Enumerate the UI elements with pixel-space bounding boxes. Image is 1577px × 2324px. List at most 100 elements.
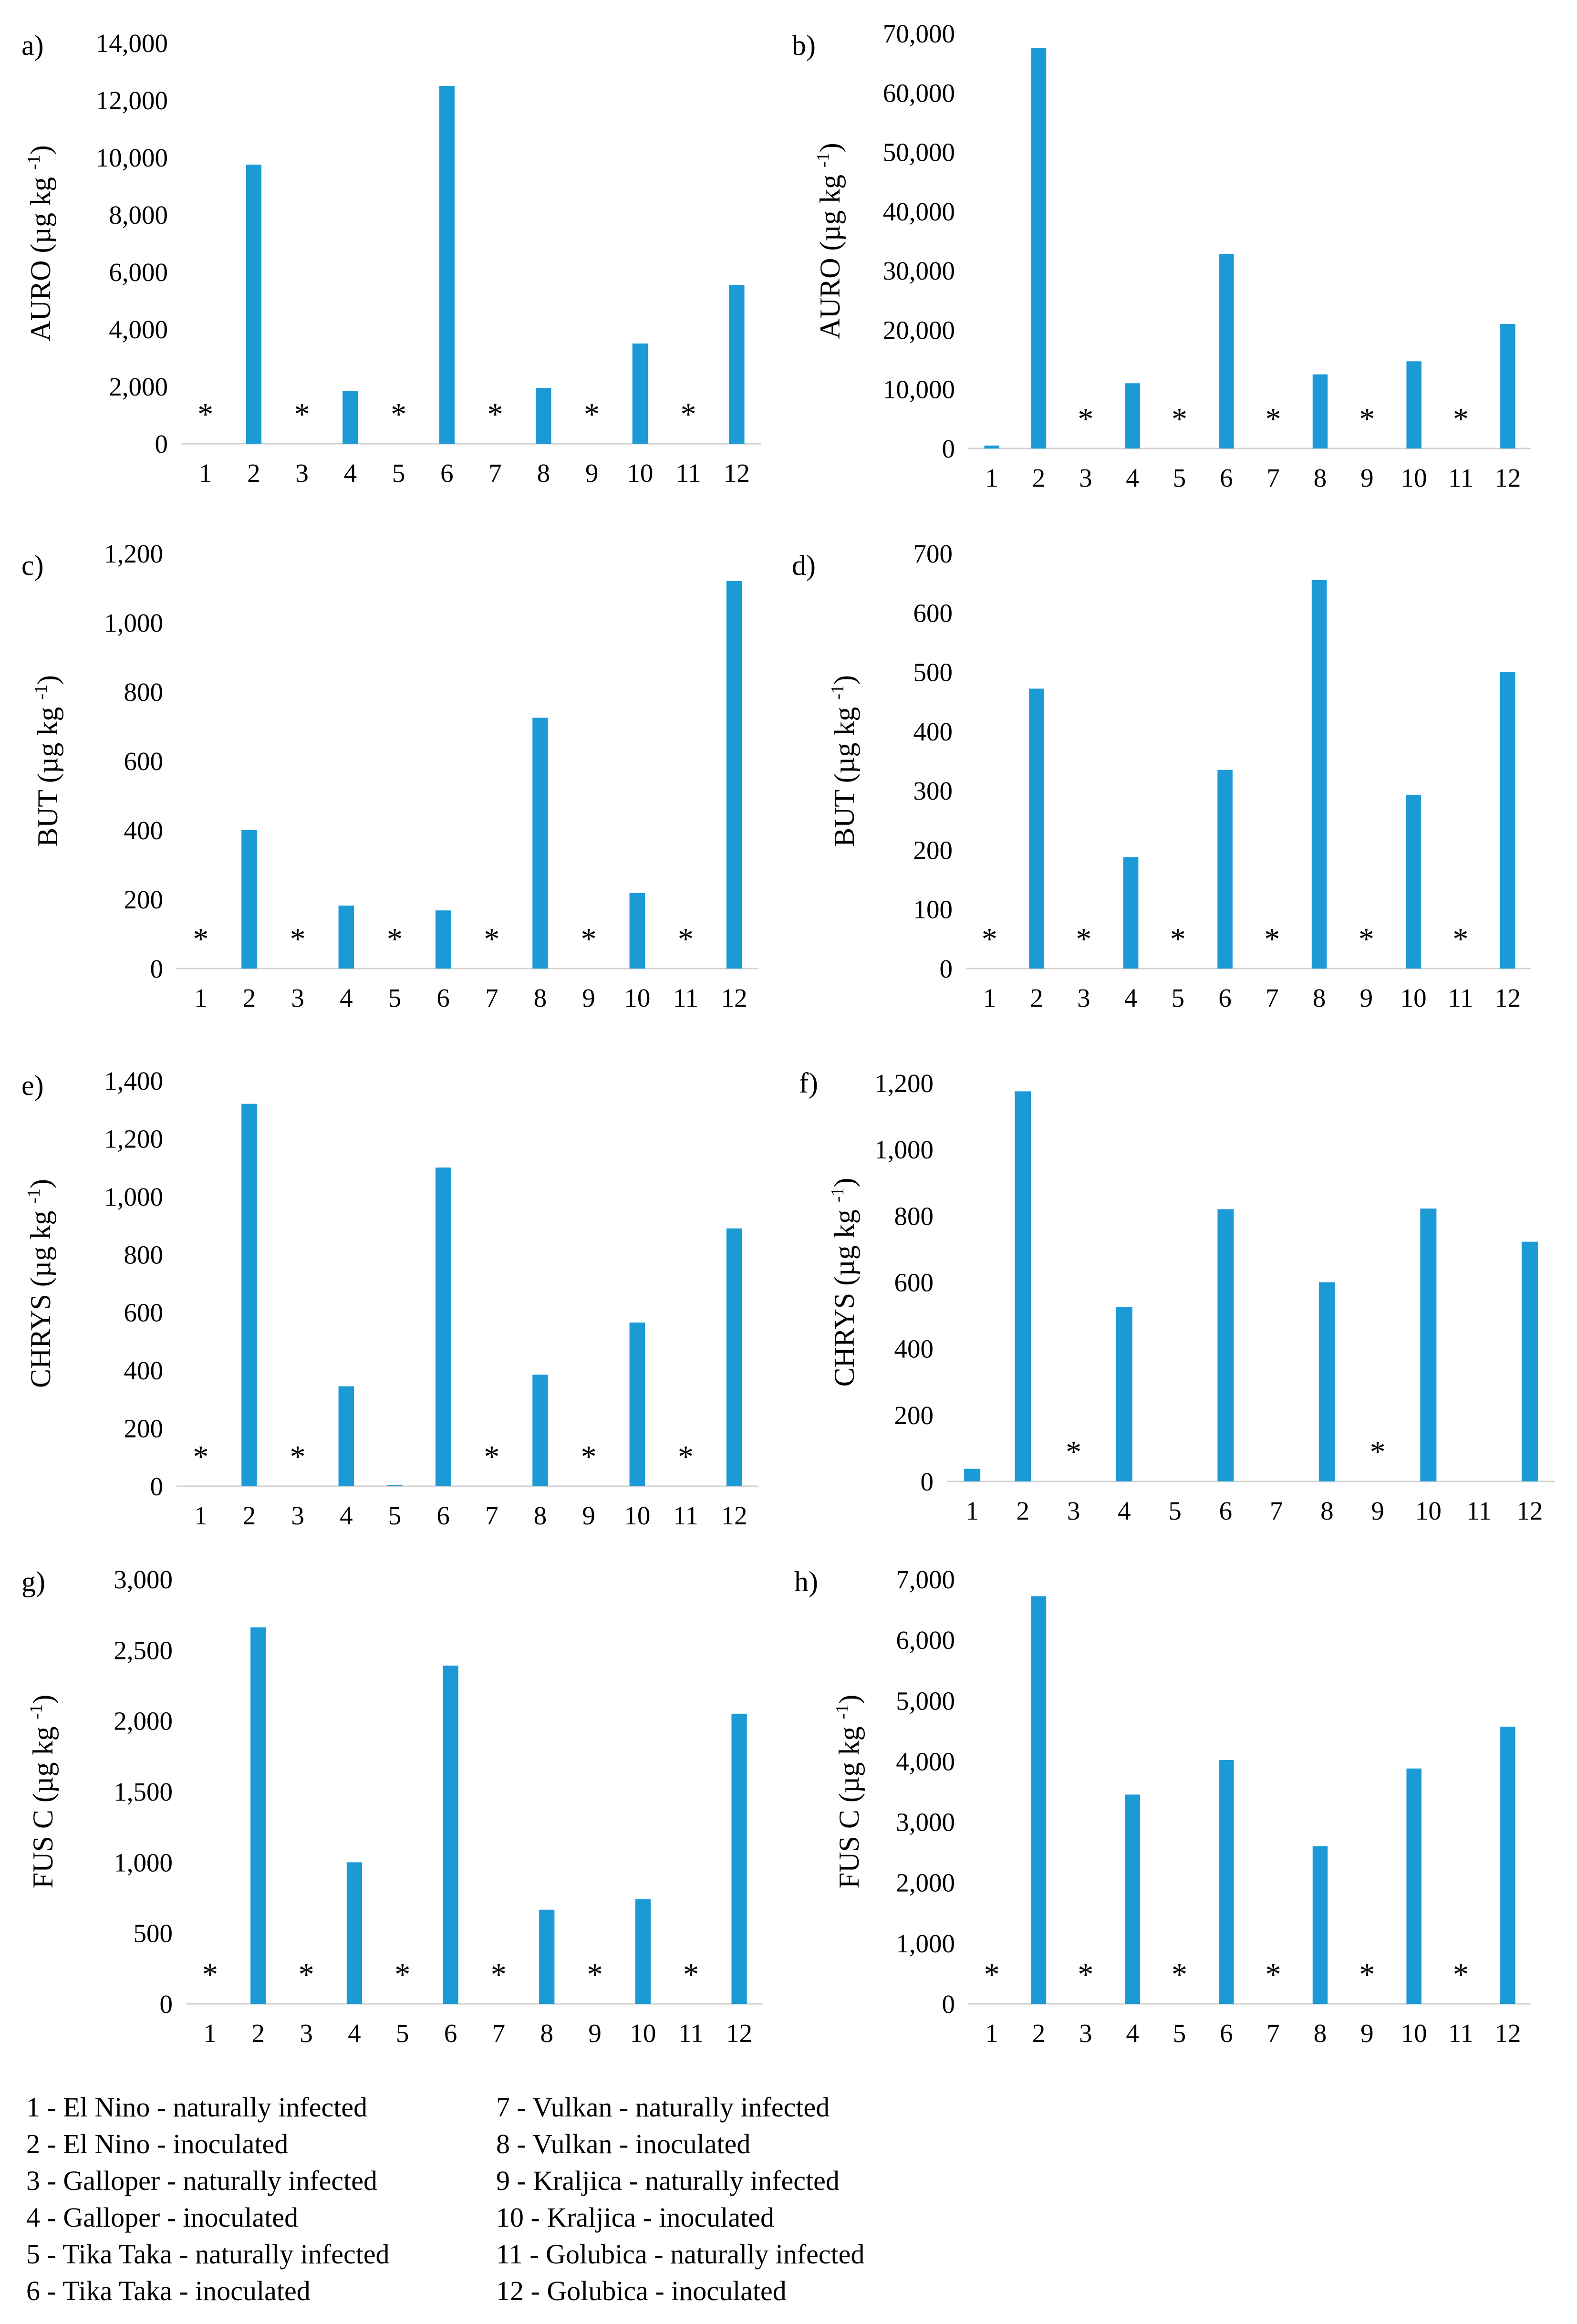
- y-tick-label: 0: [942, 434, 955, 463]
- x-tick-label: 1: [985, 2019, 998, 2048]
- x-tick-label: 12: [1494, 463, 1521, 492]
- x-tick-label: 6: [1218, 983, 1232, 1012]
- bar-8: [532, 1375, 548, 1486]
- not-detected-marker: *: [984, 1957, 1000, 1992]
- y-tick-label: 4,000: [896, 1747, 955, 1776]
- y-axis-label-end: ): [814, 143, 846, 152]
- y-axis-label-main: CHRYS (µg kg: [829, 1202, 860, 1386]
- x-tick-label: 1: [194, 1501, 208, 1530]
- panel-label: f): [799, 1067, 818, 1099]
- bar-2: [1029, 688, 1044, 969]
- x-tick-label: 9: [588, 2019, 602, 2048]
- y-tick-label: 800: [894, 1201, 934, 1230]
- not-detected-marker: *: [1078, 402, 1093, 437]
- bar-6: [435, 910, 451, 969]
- y-tick-label: 1,000: [114, 1848, 173, 1877]
- not-detected-marker: *: [488, 397, 503, 432]
- legend-item: 9 - Kraljica - naturally infected: [496, 2165, 840, 2196]
- y-tick-label: 5,000: [896, 1686, 955, 1715]
- x-tick-label: 11: [673, 1501, 698, 1530]
- not-detected-marker: *: [584, 397, 600, 432]
- not-detected-marker: *: [1172, 1957, 1187, 1992]
- x-tick-label: 3: [291, 1501, 304, 1530]
- bar-8: [1312, 374, 1328, 448]
- x-tick-label: 10: [1415, 1496, 1442, 1525]
- x-tick-label: 1: [204, 2019, 217, 2048]
- panel-label: g): [21, 1566, 45, 1597]
- x-tick-label: 1: [983, 983, 996, 1012]
- panel-label: e): [21, 1070, 44, 1101]
- y-tick-label: 600: [124, 747, 164, 776]
- y-tick-label: 1,000: [896, 1929, 955, 1958]
- chart-panel-b: b) 0 10,000 20,000 30,000 40,000 50,000 60,000 7…: [792, 19, 1531, 492]
- y-tick-label: 50,000: [883, 138, 955, 167]
- y-tick-label: 3,000: [896, 1808, 955, 1837]
- bar-6: [1219, 1760, 1234, 2004]
- chart-panel-f: f) 0 200 400 600 800 1,000 1,200 CHRYS (µg kg -1…: [799, 1067, 1555, 1525]
- bar-4: [1125, 383, 1140, 448]
- panel-label: d): [792, 550, 816, 581]
- y-tick-label: 200: [124, 885, 164, 914]
- not-detected-marker: *: [1172, 402, 1187, 437]
- x-tick-label: 4: [348, 2019, 361, 2048]
- bar-6: [1217, 770, 1233, 969]
- not-detected-marker: *: [1359, 1957, 1375, 1992]
- y-axis-label: AURO (µg kg -1): [813, 143, 846, 339]
- x-tick-label: 9: [1371, 1496, 1384, 1525]
- legend-item: 5 - Tika Taka - naturally infected: [26, 2239, 390, 2270]
- x-tick-label: 12: [1494, 2019, 1521, 2048]
- not-detected-marker: *: [587, 1957, 603, 1992]
- x-tick-label: 8: [1320, 1496, 1334, 1525]
- y-axis-label-end: ): [27, 1695, 59, 1704]
- chart-panel-a: a) 0 2,000 4,000 6,000 8,000 10,000 12,000 14,00…: [21, 29, 761, 488]
- chart-panel-g: g) 0 500 1,000 1,500 2,000 2,500 3,000 FUS C (µg…: [21, 1565, 763, 2048]
- y-tick-label: 0: [155, 429, 168, 459]
- legend-item: 3 - Galloper - naturally infected: [26, 2165, 377, 2196]
- bar-10: [1406, 361, 1421, 448]
- x-tick-label: 2: [252, 2019, 265, 2048]
- not-detected-marker: *: [678, 922, 694, 957]
- bar-10: [1406, 1768, 1421, 2004]
- y-tick-label: 200: [894, 1401, 934, 1430]
- y-tick-label: 1,000: [104, 608, 163, 637]
- not-detected-marker: *: [1359, 402, 1375, 437]
- y-axis-label: BUT (µg kg -1): [31, 675, 63, 847]
- x-tick-label: 6: [436, 1501, 450, 1530]
- not-detected-marker: *: [683, 1957, 699, 1992]
- bar-10: [635, 1899, 651, 2004]
- y-tick-label: 600: [894, 1268, 934, 1297]
- y-axis-label-sup: -1: [813, 152, 833, 167]
- x-tick-label: 3: [295, 459, 309, 488]
- x-tick-label: 8: [534, 1501, 547, 1530]
- not-detected-marker: *: [193, 1439, 208, 1474]
- x-tick-label: 4: [344, 459, 357, 488]
- x-tick-label: 12: [1494, 983, 1521, 1012]
- y-tick-label: 0: [150, 1472, 164, 1501]
- bar-5: [387, 1484, 403, 1486]
- x-tick-label: 9: [1360, 2019, 1374, 2048]
- x-tick-label: 8: [1314, 463, 1327, 492]
- x-tick-label: 10: [624, 983, 650, 1012]
- bar-12: [731, 1713, 747, 2004]
- bar-6: [435, 1167, 451, 1486]
- bar-12: [726, 581, 742, 969]
- x-tick-label: 12: [724, 459, 750, 488]
- x-tick-label: 10: [1401, 2019, 1427, 2048]
- bar-2: [241, 1104, 257, 1486]
- y-tick-label: 0: [942, 1990, 955, 2019]
- legend-item: 10 - Kraljica - inoculated: [496, 2202, 774, 2233]
- y-tick-label: 7,000: [896, 1565, 955, 1594]
- not-detected-marker: *: [387, 922, 403, 957]
- y-axis-label-main: BUT (µg kg: [829, 700, 860, 847]
- bar-6: [443, 1665, 458, 2004]
- bar-12: [1500, 324, 1515, 448]
- y-axis-label: FUS C (µg kg -1): [832, 1695, 865, 1888]
- x-tick-label: 2: [243, 983, 256, 1012]
- y-axis-label-sup: -1: [828, 1188, 848, 1203]
- bar-8: [1312, 1846, 1328, 2004]
- x-tick-label: 9: [582, 1501, 595, 1530]
- y-axis-label-end: ): [25, 1179, 56, 1188]
- bar-2: [241, 830, 257, 969]
- y-axis-label: BUT (µg kg -1): [828, 675, 860, 847]
